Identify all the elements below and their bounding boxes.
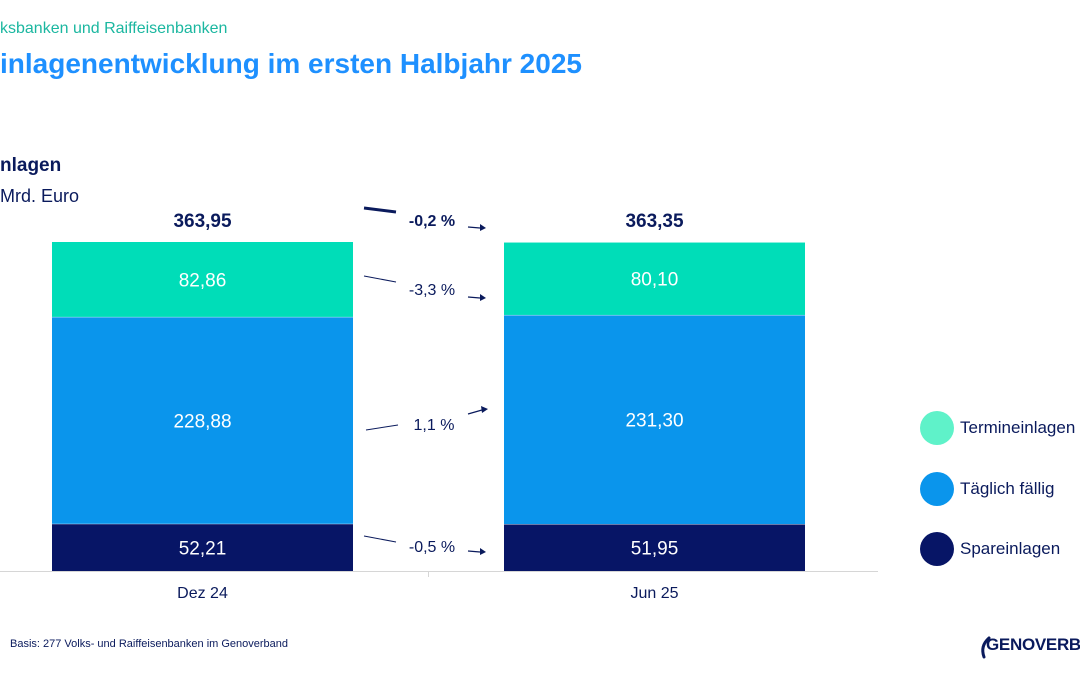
x-tick-label-jun-25: Jun 25 bbox=[630, 585, 678, 602]
change-termineinlagen-arrow-icon bbox=[480, 294, 486, 301]
stacked-bar-chart: 52,21 228,88 82,86 363,95 Dez 24 51,95 231,30 8… bbox=[0, 206, 878, 602]
legend-item-taeglich-faellig: Täglich fällig bbox=[920, 471, 1080, 507]
data-label-spareinlagen-dez-24: 52,21 bbox=[179, 538, 227, 559]
change-spareinlagen-arrow-line bbox=[467, 550, 481, 553]
change-total-lead-line bbox=[363, 206, 397, 214]
data-label-termineinlagen-dez-24: 82,86 bbox=[179, 270, 227, 291]
change-termineinlagen-lead-line bbox=[363, 275, 397, 283]
legend-swatch-termineinlagen bbox=[920, 411, 954, 445]
change-taeglich-lead-line bbox=[365, 424, 399, 431]
legend-label-taeglich-faellig: Täglich fällig bbox=[960, 479, 1055, 498]
chart-panel-title: nlagen bbox=[0, 155, 62, 176]
change-termineinlagen-arrow-line bbox=[467, 296, 481, 299]
legend-label-termineinlagen: Termineinlagen bbox=[960, 418, 1076, 437]
change-total-arrow-line bbox=[467, 226, 481, 229]
page-title: inlagenentwicklung im ersten Halbjahr 20… bbox=[0, 48, 582, 79]
data-label-taeglich-faellig-jun-25: 231,30 bbox=[625, 410, 683, 431]
legend: Termineinlagen Täglich fällig Spareinlag… bbox=[920, 410, 1080, 570]
change-termineinlagen-label: -3,3 % bbox=[409, 282, 455, 299]
legend-item-termineinlagen: Termineinlagen bbox=[920, 410, 1080, 446]
legend-item-spareinlagen: Spareinlagen bbox=[920, 531, 1080, 567]
bar-termineinlagen-jun-25 bbox=[504, 242, 805, 315]
unit-label: Mrd. Euro bbox=[0, 186, 80, 206]
bar-spareinlagen-dez-24 bbox=[52, 523, 353, 571]
logo-swoosh-icon bbox=[981, 636, 991, 659]
data-label-taeglich-faellig-dez-24: 228,88 bbox=[173, 411, 231, 432]
change-spareinlagen-lead-line bbox=[363, 535, 397, 543]
legend-swatch-spareinlagen bbox=[920, 532, 954, 566]
bar-spareinlagen-jun-25 bbox=[504, 524, 805, 571]
bar-taeglich-faellig-dez-24 bbox=[52, 316, 353, 524]
change-taeglich-arrow-icon bbox=[481, 406, 488, 413]
x-tick-label-dez-24: Dez 24 bbox=[177, 585, 228, 602]
bar-taeglich-faellig-jun-25 bbox=[504, 314, 805, 525]
total-label-dez-24: 363,95 bbox=[173, 211, 232, 232]
change-total-label: -0,2 % bbox=[409, 213, 455, 230]
change-taeglich-arrow-line bbox=[467, 409, 483, 415]
bar-termineinlagen-dez-24 bbox=[52, 242, 353, 317]
change-spareinlagen-arrow-icon bbox=[480, 548, 486, 555]
change-spareinlagen-label: -0,5 % bbox=[409, 539, 455, 556]
logo-text: GENOVERBA bbox=[986, 635, 1080, 654]
change-total-arrow-icon bbox=[480, 224, 486, 231]
total-label-jun-25: 363,35 bbox=[625, 211, 684, 232]
data-label-spareinlagen-jun-25: 51,95 bbox=[631, 539, 679, 560]
data-label-termineinlagen-jun-25: 80,10 bbox=[631, 270, 679, 291]
legend-label-spareinlagen: Spareinlagen bbox=[960, 539, 1061, 558]
supertitle: ksbanken und Raiffeisenbanken bbox=[0, 20, 228, 37]
legend-swatch-taeglich-faellig bbox=[920, 472, 954, 506]
genoverband-logo: GENOVERBA bbox=[978, 632, 1080, 660]
change-taeglich-faellig-label: 1,1 % bbox=[414, 417, 455, 434]
footnote: Basis: 277 Volks- und Raiffeisenbanken i… bbox=[10, 638, 289, 650]
